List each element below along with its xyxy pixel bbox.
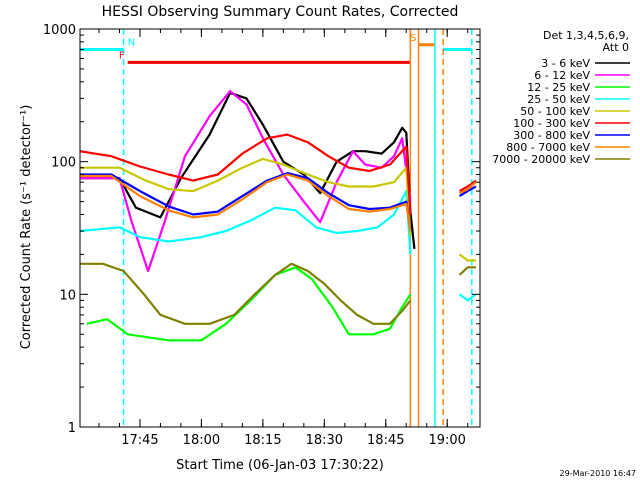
legend-entry-label: 50 - 100 keV <box>520 105 590 118</box>
series-line-after-gap <box>458 253 476 262</box>
footer-timestamp: 29-Mar-2010 16:47 <box>560 469 637 478</box>
series-line-after-gap <box>458 266 476 276</box>
series-line <box>80 173 412 232</box>
y-tick-label: 100 <box>51 156 76 171</box>
x-tick-label: 17:45 <box>121 433 158 448</box>
x-tick-label: 19:00 <box>428 433 465 448</box>
plot-area: NF S <box>80 29 477 427</box>
y-tick-label: 10 <box>59 288 76 303</box>
flag-label: S <box>410 33 416 44</box>
series-line-after-gap <box>458 293 477 302</box>
x-tick-label: 18:00 <box>183 433 220 448</box>
chart-title: HESSI Observing Summary Count Rates, Cor… <box>102 4 459 20</box>
y-tick-label: 1000 <box>43 23 76 38</box>
axes: 1 10 100 1000 17:45 18:00 18:15 18:30 18:45 19:00 <box>43 23 481 448</box>
series-line <box>80 190 412 255</box>
series-line <box>80 262 412 325</box>
legend-entry-label: 12 - 25 keV <box>527 81 590 94</box>
x-tick-label: 18:45 <box>367 433 404 448</box>
legend-entry-label: 3 - 6 keV <box>541 57 590 70</box>
x-tick-label: 18:30 <box>306 433 343 448</box>
legend-subtitle: Att 0 <box>603 41 629 54</box>
series-line <box>80 157 412 236</box>
series-line-after-gap <box>458 179 477 193</box>
flag-label: F <box>119 50 125 61</box>
series-line-after-gap <box>459 181 477 195</box>
legend-entry-label: 100 - 300 keV <box>513 117 590 130</box>
x-axis-label: Start Time (06-Jan-03 17:30:22) <box>176 458 384 473</box>
flag-label: N <box>128 38 135 49</box>
y-axis-label: Corrected Count Rate (s⁻¹ detector⁻¹) <box>19 105 34 350</box>
legend-entry-label: 7000 - 20000 keV <box>492 153 590 166</box>
x-tick-label: 18:15 <box>244 433 281 448</box>
series-line <box>80 91 416 250</box>
series-line <box>80 133 412 215</box>
legend-entry-label: 25 - 50 keV <box>527 93 590 106</box>
legend-title: Det 1,3,4,5,6,9, <box>543 29 629 42</box>
series-line-after-gap <box>458 185 477 198</box>
series-line <box>80 172 412 232</box>
legend-entry-label: 300 - 800 keV <box>513 129 590 142</box>
plot-frame <box>79 28 481 428</box>
legend-entry-label: 800 - 7000 keV <box>506 141 590 154</box>
legend-entry-label: 6 - 12 keV <box>534 69 590 82</box>
y-tick-label: 1 <box>68 421 76 436</box>
series-line <box>80 90 412 273</box>
series-line <box>86 266 412 342</box>
